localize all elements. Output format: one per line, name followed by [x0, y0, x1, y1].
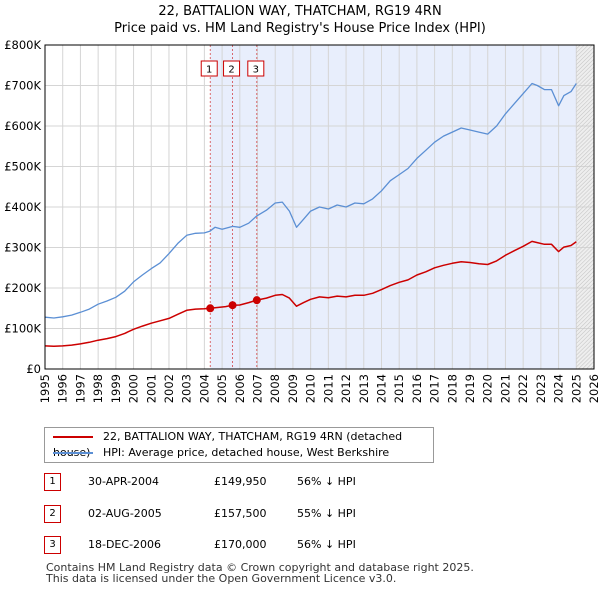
x-tick-label: 2005 [215, 374, 229, 403]
transaction-hpi-diff: 56% ↓ HPI [297, 475, 356, 488]
x-tick-label: 2020 [481, 374, 495, 403]
transaction-price: £170,000 [214, 538, 267, 551]
transaction-price: £157,500 [214, 507, 267, 520]
x-tick-label: 2010 [304, 374, 318, 403]
chart-title: 22, BATTALION WAY, THATCHAM, RG19 4RN [158, 4, 442, 19]
x-tick-label: 2019 [463, 374, 477, 403]
transaction-row: 1 30-APR-2004 £149,950 56% ↓ HPI [44, 472, 464, 492]
x-tick-label: 2001 [144, 374, 158, 403]
transaction-hpi-diff: 56% ↓ HPI [297, 538, 356, 551]
transaction-number: 2 [44, 505, 61, 523]
legend-swatch-property [53, 436, 93, 438]
x-tick-label: 2026 [587, 374, 600, 403]
transaction-number: 1 [44, 473, 61, 491]
x-tick-label: 2009 [286, 374, 300, 403]
transaction-price: £149,950 [214, 475, 267, 488]
sale-marker-box [200, 60, 218, 77]
future-hatch [576, 306, 595, 325]
x-tick-label: 1995 [38, 374, 52, 403]
y-tick-label: £0 [26, 362, 41, 376]
x-tick-label: 1999 [109, 374, 123, 403]
sale-point [228, 301, 237, 310]
y-tick-label: £100K [4, 322, 41, 336]
x-tick-label: 2004 [197, 374, 211, 403]
transaction-date: 18-DEC-2006 [88, 538, 162, 551]
footer-licence: This data is licensed under the Open Gov… [46, 572, 397, 585]
x-tick-label: 2003 [180, 374, 194, 403]
x-tick-label: 1998 [91, 374, 105, 403]
x-tick-label: 2022 [516, 374, 530, 403]
y-tick-label: £200K [4, 281, 41, 295]
legend-swatch-hpi [53, 452, 93, 454]
x-tick-label: 2025 [569, 374, 583, 403]
property-price-line [44, 240, 577, 348]
sale-marker-label: 3 [253, 65, 259, 76]
y-tick-label: £600K [4, 119, 41, 133]
future-hatch [576, 192, 595, 211]
legend-label-hpi: HPI: Average price, detached house, West… [103, 446, 390, 459]
x-tick-label: 2013 [357, 374, 371, 403]
footer: Contains HM Land Registry data © Crown c… [46, 562, 474, 584]
x-tick-label: 2002 [162, 374, 176, 403]
future-hatch [576, 309, 595, 329]
y-tick-label: £500K [4, 160, 41, 174]
x-tick-label: 2018 [445, 374, 459, 403]
x-tick-label: 2024 [552, 374, 566, 403]
sale-marker-box [247, 60, 265, 77]
legend-item-hpi: HPI: Average price, detached house, West… [53, 445, 389, 461]
future-hatch [576, 97, 595, 117]
transaction-number: 3 [44, 536, 61, 554]
x-tick-label: 2021 [498, 374, 512, 403]
x-tick-label: 2007 [251, 374, 265, 403]
future-hatch [576, 93, 595, 113]
plot-frame [44, 44, 595, 370]
x-tick-label: 2000 [127, 374, 141, 403]
x-tick-label: 2006 [233, 374, 247, 403]
sale-point [206, 304, 215, 313]
x-tick-label: 2012 [339, 374, 353, 403]
future-hatch [576, 302, 595, 321]
transaction-row: 2 02-AUG-2005 £157,500 55% ↓ HPI [44, 504, 464, 524]
y-tick-label: £700K [4, 79, 41, 93]
chart-subtitle: Price paid vs. HM Land Registry's House … [114, 21, 486, 36]
future-hatch [576, 298, 595, 317]
sale-marker-label: 2 [228, 65, 234, 76]
x-tick-label: 2023 [534, 374, 548, 403]
y-tick-label: £800K [4, 38, 41, 52]
x-tick-label: 1997 [73, 374, 87, 403]
future-hatch [576, 82, 595, 101]
transaction-date: 30-APR-2004 [88, 475, 160, 488]
transaction-date: 02-AUG-2005 [88, 507, 162, 520]
future-hatch [576, 86, 595, 105]
legend: 22, BATTALION WAY, THATCHAM, RG19 4RN (d… [44, 427, 434, 463]
footer-copyright: Contains HM Land Registry data © Crown c… [46, 561, 474, 574]
hpi-line [44, 82, 577, 319]
x-tick-label: 2016 [410, 374, 424, 403]
x-tick-label: 2008 [268, 374, 282, 403]
future-hatch [576, 313, 595, 333]
transaction-hpi-diff: 55% ↓ HPI [297, 507, 356, 520]
sale-marker-label: 1 [206, 65, 212, 76]
y-tick-label: £300K [4, 241, 41, 255]
transaction-row: 3 18-DEC-2006 £170,000 56% ↓ HPI [44, 535, 464, 555]
x-tick-label: 2011 [321, 374, 335, 403]
future-hatch [576, 203, 595, 223]
future-hatch [576, 90, 595, 109]
x-tick-label: 2015 [392, 374, 406, 403]
sale-point [252, 296, 261, 305]
legend-item-property: 22, BATTALION WAY, THATCHAM, RG19 4RN (d… [53, 429, 433, 459]
sale-marker-box [223, 60, 241, 77]
future-hatch [576, 199, 595, 219]
y-tick-label: £400K [4, 200, 41, 214]
future-hatch [576, 196, 595, 215]
price-chart: £0 £100K £200K £300K £400K £500K £600K £700K £80… [4, 38, 600, 403]
x-tick-label: 1996 [56, 374, 70, 403]
x-tick-label: 2014 [374, 374, 388, 403]
x-tick-label: 2017 [428, 374, 442, 403]
